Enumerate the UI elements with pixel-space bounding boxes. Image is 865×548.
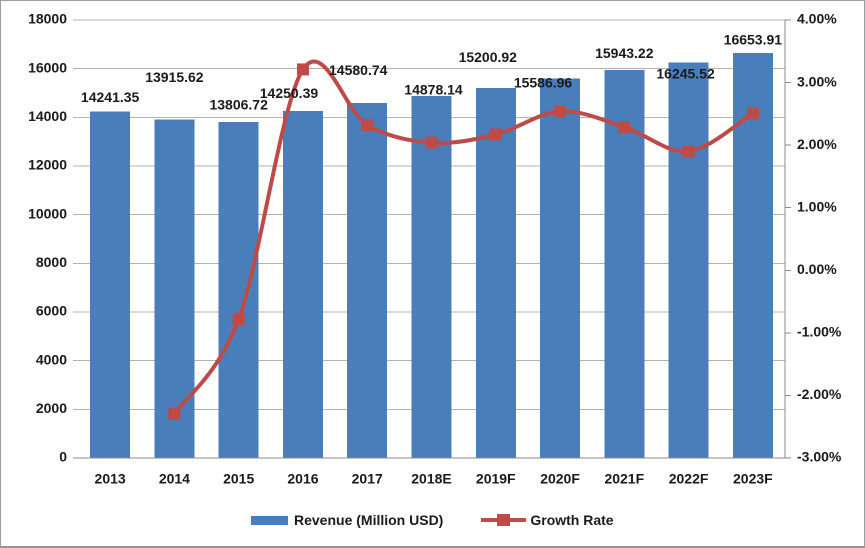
left-tick-label: 18000 <box>28 11 67 27</box>
growth-rate-legend-marker <box>481 514 527 526</box>
data-label-2015: 13806.72 <box>209 97 268 113</box>
growth-marker-2018E <box>425 136 438 149</box>
left-tick-label: 14000 <box>28 108 67 124</box>
right-axis-labels: -3.00% -2.00% -1.00% 0.00% 1.00% 2.00% 3.00% 4.… <box>797 11 842 465</box>
bar-2014 <box>154 119 195 458</box>
growth-marker-2020F <box>554 105 567 118</box>
right-tick-label: 1.00% <box>797 198 837 214</box>
chart-legend: Revenue (Million USD) Growth Rate <box>251 511 614 529</box>
data-label-2023F: 16653.91 <box>724 31 783 47</box>
bar-2013 <box>90 111 131 458</box>
x-tick-label-2021F: 2021F <box>604 471 644 487</box>
left-tick-label: 10000 <box>28 205 67 221</box>
growth-marker-2023F <box>746 107 759 120</box>
data-label-2021F: 15943.22 <box>595 45 654 61</box>
x-tick-label-2020F: 2020F <box>540 471 580 487</box>
left-tick-label: 2000 <box>36 400 67 416</box>
x-tick-label-2022F: 2022F <box>669 471 709 487</box>
growth-marker-2022F <box>682 145 695 158</box>
data-label-2020F: 15586.96 <box>514 74 573 90</box>
growth-rate-legend-label: Growth Rate <box>530 512 614 528</box>
growth-rate-markers <box>168 63 759 420</box>
bar-2018E <box>411 95 452 458</box>
data-label-2017: 14580.74 <box>329 62 388 78</box>
bar-2019F <box>475 88 516 458</box>
data-label-2019F: 15200.92 <box>459 49 518 65</box>
x-tick-label-2016: 2016 <box>287 471 318 487</box>
growth-rate-legend-square-icon <box>497 514 511 526</box>
right-tick-label: -1.00% <box>797 324 842 340</box>
bar-2020F <box>540 78 581 458</box>
right-tick-label: 0.00% <box>797 261 837 277</box>
left-tick-label: 8000 <box>36 254 67 270</box>
growth-marker-2021F <box>618 120 631 133</box>
x-tick-label-2015: 2015 <box>223 471 254 487</box>
left-tick-label: 12000 <box>28 157 67 173</box>
growth-marker-2017 <box>361 119 374 132</box>
left-tick-label: 4000 <box>36 351 67 367</box>
revenue-legend-label: Revenue (Million USD) <box>294 512 444 528</box>
data-label-2014: 13915.62 <box>145 69 204 85</box>
revenue-legend-swatch <box>251 515 288 525</box>
growth-marker-2015 <box>232 313 245 326</box>
left-axis-labels: 0 2000 4000 6000 8000 10000 12000 14000 16000 180… <box>28 11 67 465</box>
growth-marker-2014 <box>168 407 181 420</box>
left-tick-label: 0 <box>59 449 67 465</box>
data-label-2022F: 16245.52 <box>656 65 715 81</box>
right-tick-label: 3.00% <box>797 73 837 89</box>
right-tick-label: 4.00% <box>797 11 837 27</box>
x-tick-label-2019F: 2019F <box>476 471 516 487</box>
left-tick-label: 16000 <box>28 59 67 75</box>
x-axis-labels: 2013 2014 2015 2016 2017 2018E 2019F 2020F 2021F… <box>95 471 774 487</box>
left-tick-label: 6000 <box>36 303 67 319</box>
right-tick-label: -2.00% <box>797 386 842 402</box>
right-tick-label: 2.00% <box>797 136 837 152</box>
data-label-2013: 14241.35 <box>81 89 140 105</box>
bar-2016 <box>282 111 323 458</box>
bar-2022F <box>668 62 709 458</box>
bar-2023F <box>732 52 773 459</box>
x-tick-label-2017: 2017 <box>352 471 383 487</box>
growth-marker-2019F <box>489 128 502 141</box>
x-tick-label-2023F: 2023F <box>733 471 773 487</box>
data-label-2018E: 14878.14 <box>404 82 463 98</box>
bar-2017 <box>347 103 388 458</box>
revenue-bars <box>90 52 773 459</box>
x-tick-label-2018E: 2018E <box>411 471 451 487</box>
growth-marker-2016 <box>296 63 309 76</box>
axes <box>73 19 791 459</box>
bar-2015 <box>218 122 259 458</box>
x-tick-label-2013: 2013 <box>95 471 126 487</box>
data-label-2016: 14250.39 <box>260 85 319 101</box>
x-tick-label-2014: 2014 <box>159 471 190 487</box>
right-tick-label: -3.00% <box>797 449 842 465</box>
